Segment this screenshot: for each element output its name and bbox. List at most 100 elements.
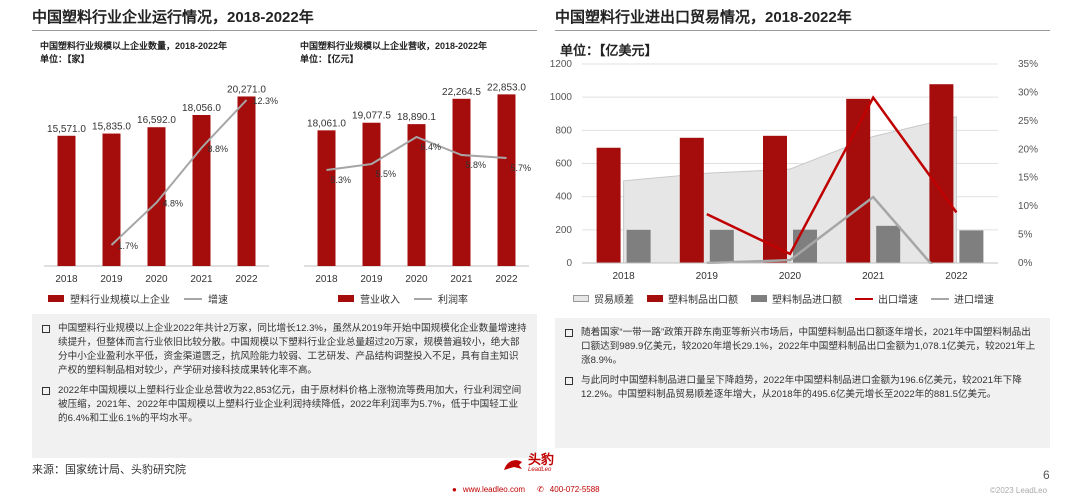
- chart1-x-tick-label: 2019: [100, 274, 123, 285]
- contact-info: ● www.leadleo.com ✆ 400-072-5588: [452, 485, 600, 494]
- chart3-import-bar: [959, 230, 984, 263]
- chart2-x-tick-label: 2022: [495, 274, 518, 285]
- chart1-bar-label: 18,056.0: [182, 103, 221, 114]
- legend-label: 贸易顺差: [594, 295, 634, 306]
- chart1-unit: 单位：【家】: [40, 54, 90, 64]
- chart3-import-bar: [793, 229, 817, 263]
- legend-label: 出口增速: [878, 295, 918, 306]
- chart2-line-label: 5.3%: [331, 175, 352, 185]
- chart1-line-label: 4.8%: [163, 199, 184, 209]
- legend-swatch-area: [573, 295, 589, 302]
- legend-label: 进口增速: [954, 295, 994, 306]
- chart2-legend: 营业收入 利润率: [338, 291, 468, 306]
- website-link[interactable]: www.leadleo.com: [462, 485, 526, 494]
- chart3-y2-tick-label: 5%: [1018, 230, 1033, 241]
- chart3-export-bar: [596, 147, 621, 263]
- brand-logo: 头豹 LeadLeo: [502, 452, 555, 475]
- right-paragraph-item: 与此同时中国塑料制品进口量呈下降趋势，2022年中国塑料制品进口金额为196.6…: [565, 374, 1040, 402]
- chart3-export-bar: [929, 84, 954, 263]
- chart2-bar-label: 22,264.5: [442, 87, 481, 98]
- chart2-bar-label: 22,853.0: [487, 82, 526, 93]
- chart2-bar-label: 19,077.5: [352, 111, 391, 122]
- phone-icon: ✆: [537, 485, 544, 494]
- chart3-y-tick-label: 600: [555, 159, 572, 170]
- chart1-bar-label: 20,271.0: [227, 84, 266, 95]
- right-paragraph-item: 随着国家“一带一路”政策开辟东南亚等新兴市场后，中国塑料制品出口额逐年增长，20…: [565, 326, 1040, 368]
- chart1-line-label: 1.7%: [118, 241, 139, 251]
- left-paragraph-item: 2022年中国规模以上塑料行业企业总营收为22,853亿元，由于原材料价格上涨物…: [42, 384, 527, 426]
- chart3-import-bar: [709, 229, 734, 263]
- chart1-bar: [102, 133, 121, 266]
- legend-label: 塑料制品出口额: [668, 295, 738, 306]
- bullet-icon: [565, 329, 573, 337]
- chart3-y2-tick-label: 20%: [1018, 144, 1038, 155]
- chart1-x-tick-label: 2018: [55, 274, 78, 285]
- chart2-title-block: 中国塑料行业规模以上企业营收，2018-2022年 单位：【亿元】: [300, 40, 487, 66]
- right-paragraph: 随着国家“一带一路”政策开辟东南亚等新兴市场后，中国塑料制品出口额逐年增长，20…: [581, 327, 1036, 366]
- chart3-export-bar: [679, 137, 704, 263]
- chart1-bar: [192, 114, 211, 267]
- chart1-x-tick-label: 2021: [190, 274, 213, 285]
- chart1-bar: [147, 127, 166, 266]
- chart2-unit: 单位：【亿元】: [300, 54, 359, 64]
- chart3-trade: 0 200 400 600 800 1000 1200 0% 5% 10% 15% 20% 25% 30%…: [550, 59, 1038, 284]
- chart3-y-tick-label: 1200: [550, 59, 573, 70]
- left-paragraph: 2022年中国规模以上塑料行业企业总营收为22,853亿元，由于原材料价格上涨物…: [58, 385, 522, 424]
- chart3-x-tick-label: 2018: [612, 271, 635, 282]
- chart3-y-tick-label: 800: [555, 125, 572, 136]
- source-note: 来源：国家统计局、头豹研究院: [32, 464, 186, 476]
- chart2-bar: [407, 124, 426, 266]
- chart1-title-block: 中国塑料行业规模以上企业数量，2018-2022年 单位：【家】: [40, 40, 227, 66]
- chart2-x-tick-label: 2018: [315, 274, 338, 285]
- page-number: 6: [1043, 468, 1050, 482]
- chart3-y2-tick-label: 25%: [1018, 116, 1038, 127]
- chart2-line-label: 5.7%: [511, 163, 532, 173]
- chart1-bar: [237, 96, 256, 266]
- chart2-title: 中国塑料行业规模以上企业营收，2018-2022年: [300, 41, 488, 51]
- left-paragraph-item: 中国塑料行业规模以上企业2022年共计2万家，同比增长12.3%，虽然从2019…: [42, 322, 527, 378]
- leopard-icon: [504, 460, 522, 470]
- chart3-import-growth-line: [706, 195, 951, 284]
- chart2-bar: [452, 98, 471, 266]
- left-textbox: 中国塑料行业规模以上企业2022年共计2万家，同比增长12.3%，虽然从2019…: [32, 314, 537, 458]
- chart3-legend: 贸易顺差 塑料制品出口额 塑料制品进口额 出口增速 进口增速: [573, 291, 994, 306]
- bullet-icon: [42, 387, 50, 395]
- chart1-bar-label: 16,592.0: [137, 115, 176, 126]
- chart3-surplus-area: [623, 116, 957, 264]
- legend-swatch-line: [184, 297, 202, 300]
- right-paragraph: 与此同时中国塑料制品进口量呈下降趋势，2022年中国塑料制品进口金额为196.6…: [581, 375, 1022, 400]
- legend-label: 营业收入: [360, 295, 400, 306]
- legend-swatch-bar: [647, 295, 663, 302]
- bullet-icon: [565, 377, 573, 385]
- chart2-bar: [317, 130, 336, 266]
- chart2-line: [326, 135, 507, 171]
- chart2-line-label: 5.5%: [376, 169, 397, 179]
- chart1-line-label: 8.8%: [208, 144, 229, 154]
- chart1-x-tick-label: 2022: [235, 274, 258, 285]
- chart3-y-tick-label: 200: [555, 225, 572, 236]
- left-paragraph: 中国塑料行业规模以上企业2022年共计2万家，同比增长12.3%，虽然从2019…: [58, 323, 527, 376]
- chart2-revenue: 18,061.0 2018 19,077.5 2019 18,890.1 2020 22,2…: [304, 82, 532, 285]
- legend-swatch-line: [931, 297, 949, 300]
- chart1-bar: [57, 135, 76, 266]
- chart3-y2-tick-label: 0%: [1018, 258, 1033, 269]
- legend-label: 塑料制品进口额: [772, 295, 842, 306]
- chart2-bar-label: 18,890.1: [397, 112, 436, 123]
- chart3-export-growth-line: [706, 95, 958, 256]
- chart2-line-label: 5.8%: [466, 160, 487, 170]
- bullet-icon: [42, 325, 50, 333]
- chart3-y2-tick-label: 35%: [1018, 59, 1038, 70]
- chart1-line-label: 12.3%: [253, 96, 279, 106]
- chart3-x-tick-label: 2020: [779, 271, 802, 282]
- chart3-y-tick-label: 0: [566, 258, 572, 269]
- right-section-title: 中国塑料行业进出口贸易情况，2018-2022年: [555, 9, 852, 26]
- left-section-title: 中国塑料行业企业运行情况，2018-2022年: [32, 9, 314, 26]
- right-title-rule: [555, 30, 1050, 31]
- chart3-import-bar: [626, 229, 651, 263]
- chart2-line-label: 6.4%: [421, 142, 442, 152]
- chart1-x-tick-label: 2020: [145, 274, 168, 285]
- chart3-x-tick-label: 2022: [945, 271, 968, 282]
- brand-name: 头豹: [528, 452, 555, 467]
- right-textbox: 随着国家“一带一路”政策开辟东南亚等新兴市场后，中国塑料制品出口额逐年增长，20…: [555, 318, 1050, 448]
- chart1-bar-label: 15,835.0: [92, 122, 131, 133]
